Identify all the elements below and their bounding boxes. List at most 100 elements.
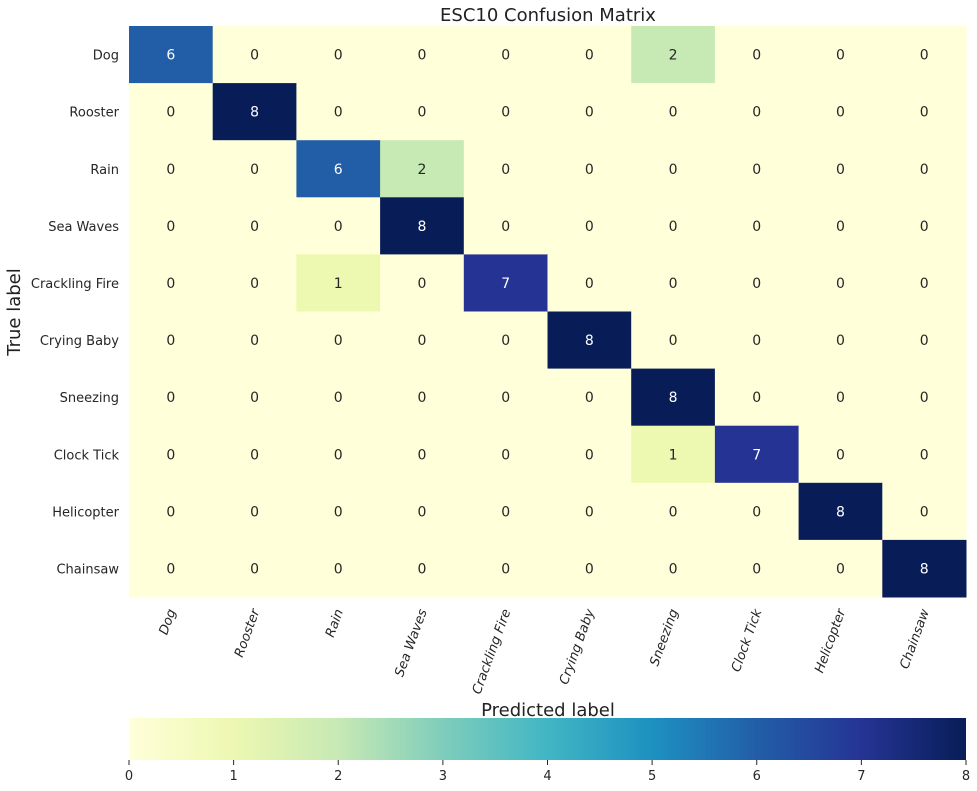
- heatmap-cell: [380, 539, 465, 598]
- heatmap-cell: [463, 26, 548, 84]
- heatmap-cell: [296, 311, 381, 370]
- cell-value-label: 0: [920, 390, 929, 406]
- heatmap-cell: [882, 368, 967, 427]
- cell-value-label: 0: [836, 48, 845, 64]
- heatmap-cell: [882, 140, 967, 198]
- cell-value-label: 0: [669, 105, 678, 121]
- cell-value-label: 0: [669, 219, 678, 235]
- heatmap-cell: [296, 26, 381, 84]
- cell-value-label: 0: [501, 48, 510, 64]
- heatmap-cell: [129, 539, 214, 598]
- cell-value-label: 0: [417, 390, 426, 406]
- cell-value-label: 0: [669, 333, 678, 349]
- heatmap-cell: [798, 482, 883, 541]
- cell-value-label: 0: [501, 162, 510, 178]
- heatmap-cell: [882, 26, 967, 84]
- cell-value-label: 0: [334, 561, 343, 577]
- cell-value-label: 0: [920, 162, 929, 178]
- heatmap-cells: 6 0 0 0 0 0 2 0 0 0 0 8 0 0 0 0 0 0 0 0 0 0 6 2 0 0 0 0 0 0 0 0 0 8 0 0 0 0 0 0…: [129, 26, 967, 598]
- y-tick-label: Sea Waves: [48, 220, 119, 235]
- cell-value-label: 8: [920, 561, 929, 577]
- heatmap-cell: [714, 368, 800, 427]
- heatmap-cell: [882, 254, 967, 312]
- heatmap-cell: [296, 140, 381, 198]
- cell-value-label: 0: [585, 561, 594, 577]
- heatmap-cell: [714, 197, 800, 255]
- heatmap-cell: [296, 368, 381, 427]
- heatmap-cell: [380, 140, 465, 198]
- heatmap-cell: [882, 311, 967, 370]
- cell-value-label: 7: [752, 447, 761, 463]
- heatmap-cell: [547, 368, 632, 427]
- heatmap-cell: [463, 482, 548, 541]
- y-tick-label: Helicopter: [52, 505, 119, 520]
- cell-value-label: 0: [585, 276, 594, 292]
- cell-value-label: 0: [585, 219, 594, 235]
- cell-value-label: 0: [334, 504, 343, 520]
- heatmap-cell: [714, 311, 800, 370]
- heatmap-cell: [463, 425, 548, 484]
- cell-value-label: 0: [669, 276, 678, 292]
- cell-value-label: 0: [585, 447, 594, 463]
- y-tick-label: Rain: [90, 163, 119, 178]
- heatmap-cell: [798, 26, 883, 84]
- cell-value-label: 0: [166, 390, 175, 406]
- heatmap-cell: [631, 425, 716, 484]
- heatmap-cell: [212, 425, 297, 484]
- cell-value-label: 0: [836, 333, 845, 349]
- cell-value-label: 0: [669, 162, 678, 178]
- heatmap-cell: [547, 539, 632, 598]
- cell-value-label: 0: [166, 105, 175, 121]
- heatmap-cell: [714, 140, 800, 198]
- heatmap-cell: [296, 425, 381, 484]
- x-tick-label: Helicopter: [812, 606, 850, 675]
- heatmap-cell: [380, 311, 465, 370]
- colorbar: [129, 718, 966, 760]
- heatmap-cell: [212, 311, 297, 370]
- heatmap-cell: [798, 197, 883, 255]
- heatmap-cell: [212, 368, 297, 427]
- cell-value-label: 8: [250, 105, 259, 121]
- cell-value-label: 0: [501, 390, 510, 406]
- heatmap-cell: [129, 482, 214, 541]
- cell-value-label: 0: [836, 105, 845, 121]
- heatmap-cell: [631, 368, 716, 427]
- cell-value-label: 0: [920, 219, 929, 235]
- heatmap-cell: [380, 482, 465, 541]
- heatmap-cell: [631, 26, 716, 84]
- heatmap-cell: [631, 140, 716, 198]
- heatmap-cell: [129, 140, 214, 198]
- heatmap-cell: [547, 425, 632, 484]
- colorbar-tick-label: 4: [543, 769, 551, 784]
- y-tick-label: Sneezing: [60, 391, 119, 406]
- x-tick-label: Dog: [157, 607, 180, 637]
- cell-value-label: 8: [585, 333, 594, 349]
- cell-value-label: 0: [250, 447, 259, 463]
- cell-value-label: 0: [417, 105, 426, 121]
- x-tick-label: Chainsaw: [897, 607, 933, 671]
- cell-value-label: 0: [836, 219, 845, 235]
- cell-value-label: 0: [166, 162, 175, 178]
- y-axis-label: True label: [4, 268, 25, 357]
- cell-value-label: 0: [250, 504, 259, 520]
- cell-value-label: 8: [669, 390, 678, 406]
- heatmap-cell: [380, 83, 465, 141]
- cell-value-label: 6: [334, 162, 343, 178]
- cell-value-label: 0: [417, 48, 426, 64]
- cell-value-label: 0: [250, 390, 259, 406]
- heatmap-cell: [212, 140, 297, 198]
- cell-value-label: 0: [334, 447, 343, 463]
- heatmap-cell: [212, 254, 297, 312]
- heatmap-cell: [631, 539, 716, 598]
- heatmap-cell: [296, 482, 381, 541]
- cell-value-label: 1: [334, 276, 343, 292]
- cell-value-label: 0: [585, 162, 594, 178]
- cell-value-label: 0: [669, 561, 678, 577]
- heatmap-cell: [714, 425, 800, 484]
- x-tick-label: Crying Baby: [557, 607, 598, 687]
- colorbar-tick-label: 2: [334, 769, 342, 784]
- cell-value-label: 0: [166, 219, 175, 235]
- heatmap-cell: [129, 311, 214, 370]
- y-tick-label: Rooster: [69, 106, 119, 121]
